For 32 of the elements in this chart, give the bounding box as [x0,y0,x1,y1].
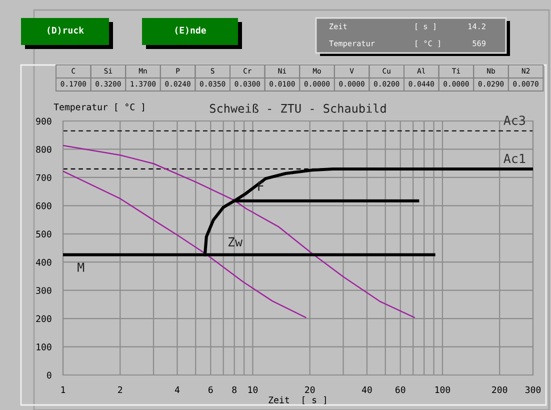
text: (E)nde [175,26,206,35]
x-tick-label: 6 [208,386,213,394]
annotation: M [78,262,84,272]
y-tick-label: 0 [47,372,52,379]
y-tick-label: 900 [36,118,52,125]
x-tick-label: 4 [174,386,180,394]
x-tick-label: 100 [435,386,450,394]
chart-title: Schweiß - ZTU - Schaubild [210,104,386,113]
x-tick-label: 60 [396,386,406,394]
y-tick-label: 400 [36,258,52,266]
y-tick-label: 500 [36,230,52,238]
y-tick-label: 300 [36,287,52,294]
x-tick-label: 300 [525,386,541,394]
ref-line-label: Ac3 [504,116,526,126]
x-tick-label: 8 [232,386,236,394]
x-tick-label: 20 [305,386,315,394]
annotation: Zw [228,237,243,246]
y-tick-label: 600 [36,202,52,210]
x-axis-title: Zeit [ s ] [268,396,326,404]
y-tick-label: 100 [36,344,52,350]
x-tick-label: 200 [492,386,508,394]
y-tick-label: 200 [36,315,52,322]
ref-line-label: Ac1 [504,154,526,164]
annotation: F [258,182,264,191]
y-tick-label: 700 [36,174,52,182]
text: (D)ruck [48,26,84,35]
y-axis-title: Temperatur [ °C ] [54,103,144,112]
x-tick-label: 40 [362,386,372,394]
x-tick-label: 1 [61,386,66,394]
x-tick-label: 2 [118,386,122,394]
y-tick-label: 800 [36,146,52,153]
x-tick-label: 10 [248,386,258,394]
